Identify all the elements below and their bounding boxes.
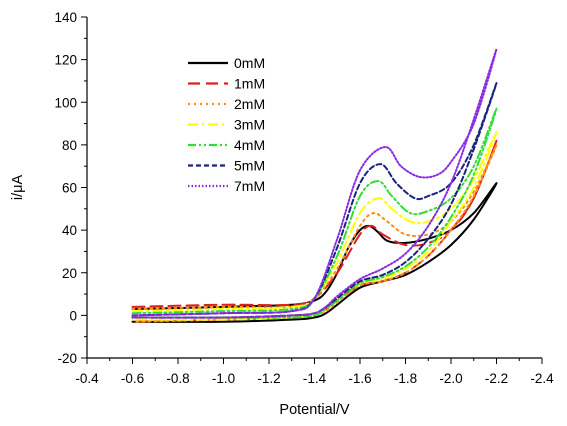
y-tick-label: 60 bbox=[62, 181, 77, 196]
y-tick-label: 40 bbox=[62, 223, 77, 238]
x-tick-label: -2.0 bbox=[439, 371, 462, 386]
legend-label-5mm: 5mM bbox=[234, 158, 265, 174]
y-tick-label: 120 bbox=[54, 53, 77, 68]
y-tick-label: -20 bbox=[57, 351, 77, 366]
x-tick-label: -0.6 bbox=[121, 371, 144, 386]
y-tick-label: 20 bbox=[62, 266, 77, 281]
x-tick-label: -1.4 bbox=[303, 371, 327, 386]
y-tick-label: 0 bbox=[69, 308, 77, 323]
legend-label-7mm: 7mM bbox=[234, 178, 265, 194]
series-line-7mm bbox=[131, 47, 498, 319]
legend: 0mM 1mM 2mM 3mM 4mM 5mM 7mM bbox=[188, 55, 265, 194]
y-tick-label: 140 bbox=[54, 10, 77, 25]
y-tick-label: 100 bbox=[54, 95, 77, 110]
x-tick-label: -2.2 bbox=[485, 371, 508, 386]
x-tick-label: -1.0 bbox=[212, 371, 235, 386]
series-line-2mm bbox=[131, 143, 498, 323]
x-tick-label: -1.2 bbox=[257, 371, 280, 386]
x-tick-label: -0.8 bbox=[166, 371, 189, 386]
series-layer bbox=[131, 47, 498, 323]
axes: -0.4 -0.6 -0.8 -1.0 -1.2 -1.4 -1.6 -1.8 -2.0 -2.2… bbox=[54, 10, 554, 386]
x-tick-label: -2.4 bbox=[530, 371, 554, 386]
y-tick-label: 80 bbox=[62, 138, 77, 153]
x-tick-label: -1.8 bbox=[394, 371, 417, 386]
series-line-0mm bbox=[131, 182, 498, 323]
legend-label-0mm: 0mM bbox=[234, 55, 265, 71]
x-axis-title: Potential/V bbox=[279, 402, 349, 418]
legend-label-3mm: 3mM bbox=[234, 117, 265, 133]
legend-label-4mm: 4mM bbox=[234, 137, 265, 153]
series-line-4mm bbox=[131, 107, 498, 319]
y-axis-title: i/μA bbox=[10, 175, 26, 201]
legend-label-1mm: 1mM bbox=[234, 76, 265, 92]
x-tick-label: -1.6 bbox=[348, 371, 371, 386]
x-tick-label: -0.4 bbox=[75, 371, 99, 386]
legend-label-2mm: 2mM bbox=[234, 96, 265, 112]
